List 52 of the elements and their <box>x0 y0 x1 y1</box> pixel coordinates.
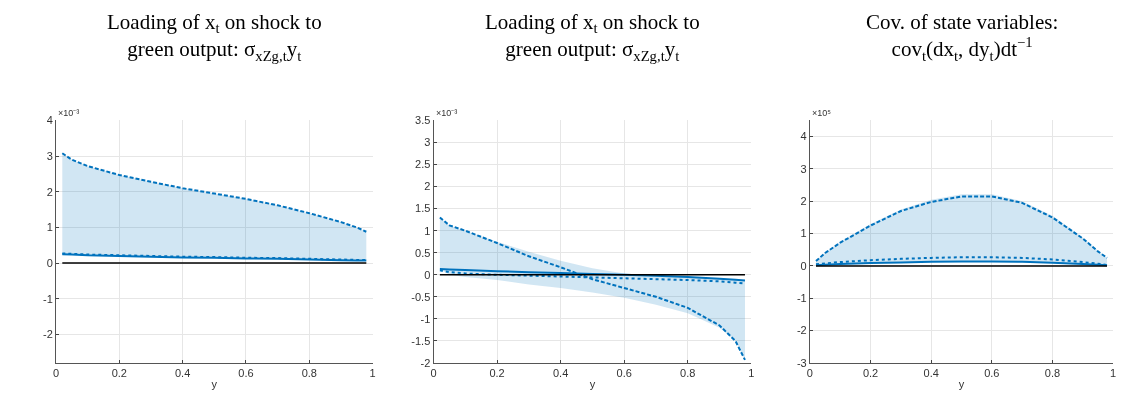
chart-title: Loading of x$_{t}$ on shock to green output: σ$_{xZg,t}$y$_{t}$ <box>485 10 700 64</box>
text: ×10⁻³ <box>58 108 80 118</box>
y-tick-label: 1 <box>424 224 431 237</box>
x-axis-title: y <box>589 378 596 391</box>
y-tick-label: 4 <box>800 130 807 143</box>
x-axis-title: y <box>211 378 218 391</box>
y-tick-label: -2 <box>796 324 807 337</box>
y-tick-label: 3 <box>800 162 807 175</box>
y-tick-label: -1 <box>796 292 807 305</box>
y-tick-label: 2 <box>800 195 807 208</box>
x-tick-label: 0.6 <box>616 367 632 380</box>
y-tick-label: -3 <box>796 356 807 369</box>
x-tick-label: 1 <box>748 367 755 380</box>
y-tick-label: 3 <box>46 149 53 162</box>
y-tick-label: -0.5 <box>411 290 431 303</box>
x-tick-label: 0.2 <box>862 367 879 380</box>
x-tick-label: 0.2 <box>489 367 505 380</box>
text: ×10⁻³ <box>436 108 458 118</box>
y-tick-label: 1.5 <box>415 202 431 215</box>
chart-title: Cov. of state variables: cov$_{t}$(dx$_{t}$, dy$_{t}$)dt$^{−1}$ <box>866 10 1059 64</box>
x-tick-label: 0.6 <box>984 367 1000 380</box>
x-axis-title: y <box>958 378 965 391</box>
x-tick-label: 1 <box>1110 367 1117 380</box>
chart-title: Loading of x$_{t}$ on shock to green output: σ$_{xZg,t}$y$_{t}$ <box>107 10 322 64</box>
x-tick-label: 1 <box>369 367 376 380</box>
x-tick-label: 0.8 <box>1044 367 1061 380</box>
y-tick-label: 3 <box>424 136 431 149</box>
text: ×10⁵ <box>812 108 832 118</box>
x-tick-label: 0.4 <box>174 367 191 380</box>
x-tick-label: 0.8 <box>301 367 317 380</box>
y-tick-label: 3.5 <box>415 114 431 127</box>
y-tick-label: -1 <box>420 312 431 325</box>
y-tick-label: 0 <box>800 259 807 272</box>
y-tick-label: 0 <box>46 256 53 269</box>
y-tick-label: -2 <box>42 328 53 341</box>
x-tick-label: 0.2 <box>111 367 127 380</box>
x-tick-label: 0.8 <box>680 367 696 380</box>
x-tick-label: 0.4 <box>553 367 569 380</box>
y-tick-label: -1.5 <box>411 334 431 347</box>
y-tick-label: -1 <box>42 292 53 305</box>
y-tick-label: 1 <box>46 221 53 234</box>
line-series <box>61 152 368 233</box>
y-tick-label: 4 <box>46 114 53 127</box>
y-tick-label: 2 <box>424 180 431 193</box>
y-tick-label: -2 <box>420 356 431 369</box>
y-tick-label: 1 <box>800 227 807 240</box>
x-tick-label: 0.4 <box>923 367 939 380</box>
y-tick-label: 2 <box>46 185 53 198</box>
y-tick-label: 0 <box>424 268 431 281</box>
y-tick-label: 2.5 <box>415 158 431 171</box>
y-tick-label: 0.5 <box>415 246 431 259</box>
x-tick-label: 0.6 <box>238 367 254 380</box>
